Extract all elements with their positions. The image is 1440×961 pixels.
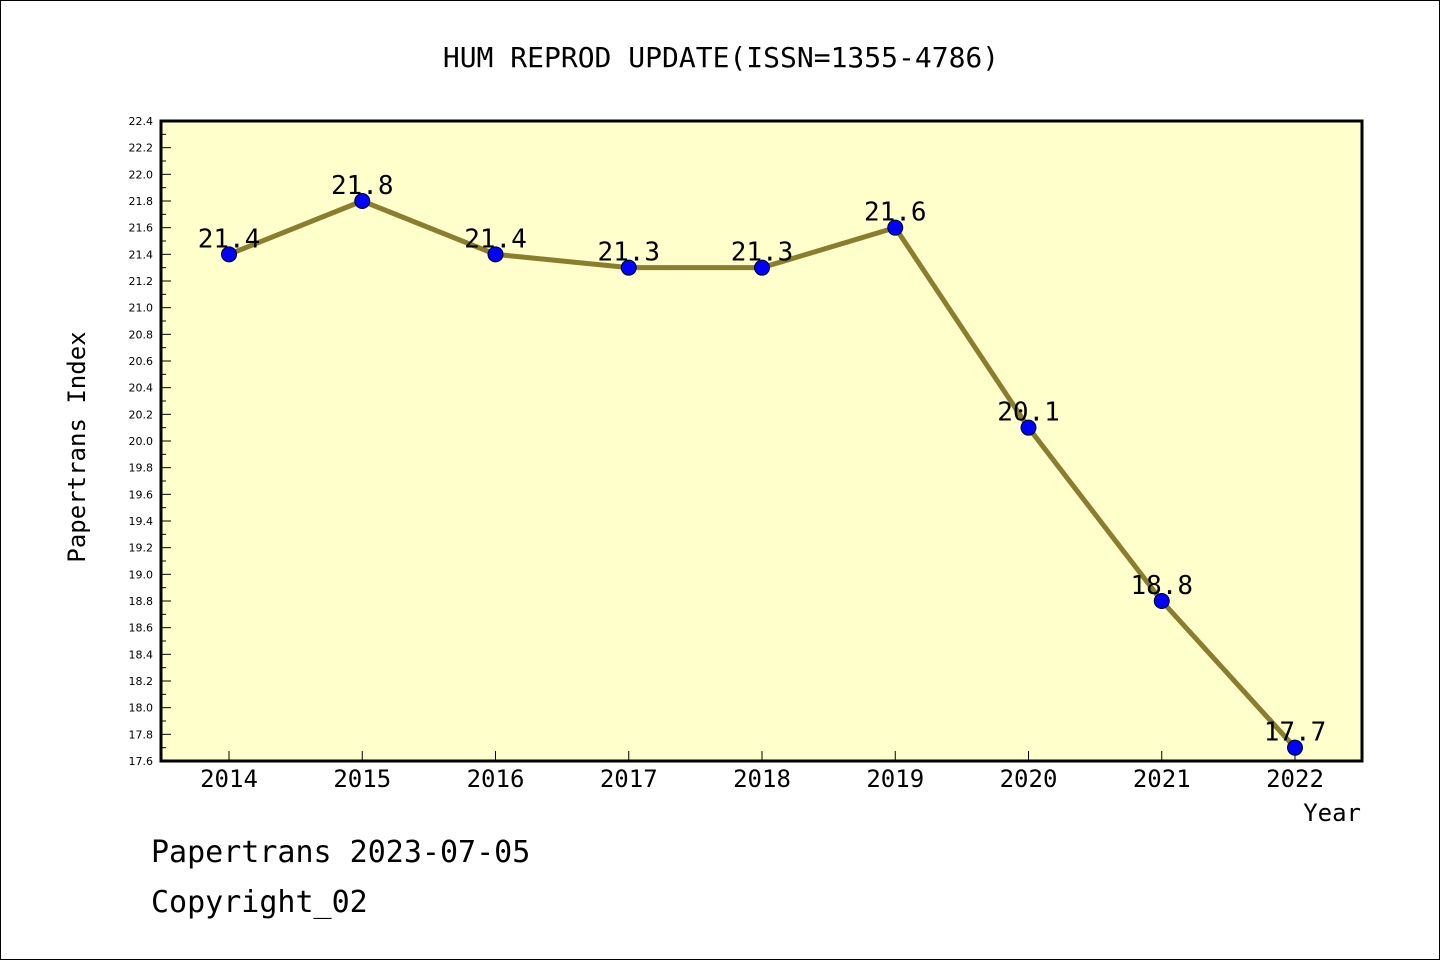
data-label: 21.3 [731, 238, 794, 268]
x-tick-label: 2020 [1000, 765, 1058, 793]
y-tick-label: 18.4 [129, 648, 154, 661]
y-tick-label: 18.2 [129, 675, 154, 688]
y-tick-label: 18.0 [129, 702, 154, 715]
x-tick-label: 2014 [200, 765, 258, 793]
x-tick-label: 2017 [600, 765, 658, 793]
data-label: 21.8 [331, 171, 394, 201]
y-tick-label: 19.4 [129, 515, 154, 528]
y-tick-label: 18.6 [129, 622, 154, 635]
y-tick-label: 22.0 [129, 168, 154, 181]
y-axis-label: Papertrans Index [63, 331, 91, 562]
footer-date: Papertrans 2023-07-05 [151, 835, 531, 870]
y-tick-label: 19.2 [129, 542, 154, 555]
plot-frame [159, 119, 1364, 763]
y-tick-label: 18.8 [129, 595, 154, 608]
data-point [754, 259, 770, 276]
x-tick-label: 2015 [333, 765, 391, 793]
data-label: 21.4 [198, 224, 261, 254]
data-point [487, 246, 504, 263]
data-point [354, 193, 371, 209]
data-point [620, 259, 637, 276]
x-tick-label: 2021 [1133, 765, 1191, 793]
y-tick-label: 21.0 [129, 302, 154, 315]
y-tick-label: 19.8 [129, 462, 154, 475]
y-tick-label: 20.8 [129, 328, 154, 341]
x-tick-label: 2016 [467, 765, 525, 793]
data-labels: 21.4 21.8 21.4 21.3 21.3 21.6 20.1 18.8 17.7 [198, 171, 1327, 748]
data-label: 21.4 [464, 224, 527, 254]
y-axis: 17.6 17.8 18.0 18.2 18.4 18.6 18.8 19.0 19.2 19.4… [129, 115, 171, 768]
data-point [221, 246, 237, 263]
x-axis-label: Year [1303, 799, 1361, 827]
y-tick-label: 21.8 [129, 195, 154, 208]
y-tick-label: 20.6 [129, 355, 154, 368]
plot-area [161, 121, 1362, 761]
y-tick-label: 20.2 [129, 408, 154, 421]
y-tick-label: 21.4 [129, 248, 154, 261]
y-tick-label: 17.6 [129, 755, 154, 768]
data-point [1287, 739, 1303, 756]
data-point [1153, 593, 1170, 609]
x-tick-label: 2022 [1266, 765, 1324, 793]
y-tick-label: 19.6 [129, 488, 154, 501]
y-tick-label: 22.2 [129, 142, 154, 155]
y-tick-label: 17.8 [129, 728, 154, 741]
y-tick-label: 21.2 [129, 275, 154, 288]
x-tick-label: 2019 [866, 765, 924, 793]
x-tick-label: 2018 [733, 765, 791, 793]
data-point [887, 219, 904, 236]
data-label: 21.3 [597, 238, 660, 268]
data-point [1020, 419, 1037, 436]
y-tick-label: 19.0 [129, 568, 154, 581]
data-label: 20.1 [997, 398, 1060, 428]
data-label: 21.6 [864, 198, 927, 228]
data-label: 18.8 [1130, 571, 1193, 601]
chart-title: HUM REPROD UPDATE(ISSN=1355-4786) [443, 41, 999, 74]
data-label: 17.7 [1264, 718, 1327, 748]
data-markers [221, 193, 1303, 756]
y-tick-label: 22.4 [129, 115, 154, 128]
y-tick-label: 20.4 [129, 382, 154, 395]
x-axis: 2014 2015 2016 2017 2018 2019 2020 2021 2022 [200, 751, 1324, 793]
y-tick-label: 21.6 [129, 222, 154, 235]
footer-copyright: Copyright_02 [151, 885, 368, 920]
y-tick-label: 20.0 [129, 435, 154, 448]
